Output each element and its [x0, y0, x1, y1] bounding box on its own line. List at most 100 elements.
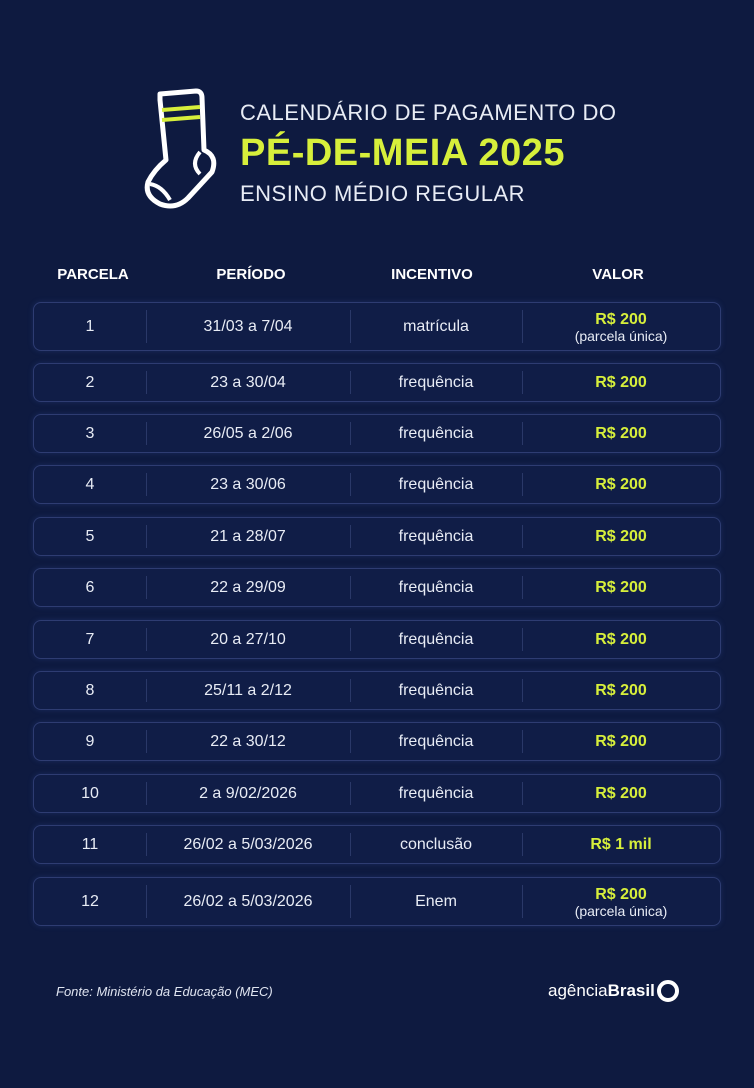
- column-divider: [350, 628, 351, 651]
- cell-valor-note: (parcela única): [574, 902, 668, 919]
- cell-valor: R$ 200: [522, 466, 720, 503]
- cell-incentivo-text: frequência: [398, 784, 474, 802]
- cell-parcela-text: 2: [85, 373, 95, 391]
- column-divider: [522, 833, 523, 856]
- cell-incentivo: matrícula: [350, 303, 522, 350]
- title-subtitle: ENSINO MÉDIO REGULAR: [240, 181, 526, 206]
- cell-valor: R$ 200: [522, 518, 720, 555]
- cell-incentivo-text: conclusão: [399, 835, 473, 853]
- cell-incentivo-text: frequência: [398, 630, 474, 648]
- column-divider: [146, 576, 147, 599]
- cell-periodo: 22 a 30/12: [146, 723, 350, 760]
- column-divider: [522, 525, 523, 548]
- cell-periodo: 20 a 27/10: [146, 621, 350, 658]
- column-divider: [350, 730, 351, 753]
- column-divider: [146, 782, 147, 805]
- cell-incentivo: frequência: [350, 466, 522, 503]
- column-divider: [522, 885, 523, 918]
- cell-parcela: 3: [34, 415, 146, 452]
- agencia-brasil-logo: agência Brasil: [548, 980, 679, 1002]
- cell-valor: R$ 1 mil: [522, 826, 720, 863]
- table-row: 11 26/02 a 5/03/2026 conclusão R$ 1 mil: [33, 825, 721, 864]
- column-divider: [350, 310, 351, 343]
- cell-incentivo-text: frequência: [398, 475, 474, 493]
- logo-text-light: agência: [548, 981, 608, 1000]
- cell-valor-text: R$ 200: [595, 310, 647, 328]
- column-divider: [522, 473, 523, 496]
- cell-parcela-text: 11: [81, 835, 99, 853]
- cell-parcela-text: 1: [85, 317, 95, 335]
- column-header-incentivo: INCENTIVO: [391, 266, 473, 283]
- column-divider: [350, 422, 351, 445]
- cell-periodo: 23 a 30/04: [146, 364, 350, 401]
- column-divider: [522, 679, 523, 702]
- cell-periodo: 31/03 a 7/04: [146, 303, 350, 350]
- cell-parcela-text: 5: [85, 527, 95, 545]
- cell-incentivo-text: frequência: [398, 681, 474, 699]
- cell-valor: R$ 200 (parcela única): [522, 878, 720, 925]
- table-row: 10 2 a 9/02/2026 frequência R$ 200: [33, 774, 721, 813]
- table-row: 6 22 a 29/09 frequência R$ 200: [33, 568, 721, 607]
- cell-incentivo: frequência: [350, 415, 522, 452]
- cell-periodo-text: 26/02 a 5/03/2026: [183, 892, 313, 910]
- cell-periodo-text: 20 a 27/10: [210, 630, 286, 648]
- cell-valor-text: R$ 200: [595, 681, 647, 699]
- column-divider: [146, 679, 147, 702]
- column-divider: [522, 422, 523, 445]
- column-divider: [522, 782, 523, 805]
- table-row: 12 26/02 a 5/03/2026 Enem R$ 200 (parcela ún…: [33, 877, 721, 926]
- cell-valor-text: R$ 200: [595, 527, 647, 545]
- cell-valor: R$ 200: [522, 672, 720, 709]
- cell-incentivo: frequência: [350, 569, 522, 606]
- cell-valor-text: R$ 200: [595, 475, 647, 493]
- cell-parcela: 11: [34, 826, 146, 863]
- column-divider: [146, 371, 147, 394]
- column-divider: [522, 628, 523, 651]
- column-divider: [522, 371, 523, 394]
- table-row: 3 26/05 a 2/06 frequência R$ 200: [33, 414, 721, 453]
- cell-incentivo: frequência: [350, 672, 522, 709]
- cell-periodo-text: 23 a 30/06: [210, 475, 286, 493]
- column-header-parcela: PARCELA: [57, 266, 129, 283]
- cell-periodo-text: 22 a 29/09: [210, 578, 286, 596]
- column-divider: [146, 422, 147, 445]
- column-divider: [146, 525, 147, 548]
- cell-periodo-text: 25/11 a 2/12: [204, 681, 292, 699]
- column-divider: [350, 679, 351, 702]
- cell-parcela: 4: [34, 466, 146, 503]
- table-row: 8 25/11 a 2/12 frequência R$ 200: [33, 671, 721, 710]
- column-divider: [146, 473, 147, 496]
- cell-valor-text: R$ 200: [595, 784, 647, 802]
- cell-parcela-text: 3: [85, 424, 95, 442]
- cell-valor-text: R$ 200: [595, 578, 647, 596]
- cell-periodo: 21 a 28/07: [146, 518, 350, 555]
- cell-parcela-text: 8: [85, 681, 95, 699]
- column-divider: [350, 833, 351, 856]
- column-divider: [146, 885, 147, 918]
- title-line-1: CALENDÁRIO DE PAGAMENTO DO: [240, 100, 617, 125]
- cell-incentivo-text: frequência: [398, 527, 474, 545]
- cell-valor: R$ 200: [522, 621, 720, 658]
- cell-valor-text: R$ 200: [595, 885, 647, 903]
- column-divider: [146, 310, 147, 343]
- column-divider: [522, 576, 523, 599]
- logo-pin-icon: [656, 980, 679, 1002]
- cell-periodo: 26/02 a 5/03/2026: [146, 878, 350, 925]
- table-row: 7 20 a 27/10 frequência R$ 200: [33, 620, 721, 659]
- column-header-periodo: PERÍODO: [216, 266, 286, 283]
- cell-incentivo: frequência: [350, 775, 522, 812]
- cell-incentivo-text: frequência: [398, 732, 474, 750]
- cell-valor-text: R$ 200: [595, 373, 647, 391]
- cell-incentivo: frequência: [350, 364, 522, 401]
- cell-incentivo-text: Enem: [415, 892, 457, 910]
- sock-icon: [144, 88, 217, 209]
- column-divider: [350, 576, 351, 599]
- column-divider: [350, 885, 351, 918]
- cell-parcela: 9: [34, 723, 146, 760]
- cell-parcela: 12: [34, 878, 146, 925]
- cell-parcela: 1: [34, 303, 146, 350]
- cell-periodo: 25/11 a 2/12: [146, 672, 350, 709]
- column-divider: [350, 371, 351, 394]
- cell-periodo: 23 a 30/06: [146, 466, 350, 503]
- title-main: PÉ-DE-MEIA 2025: [240, 132, 565, 174]
